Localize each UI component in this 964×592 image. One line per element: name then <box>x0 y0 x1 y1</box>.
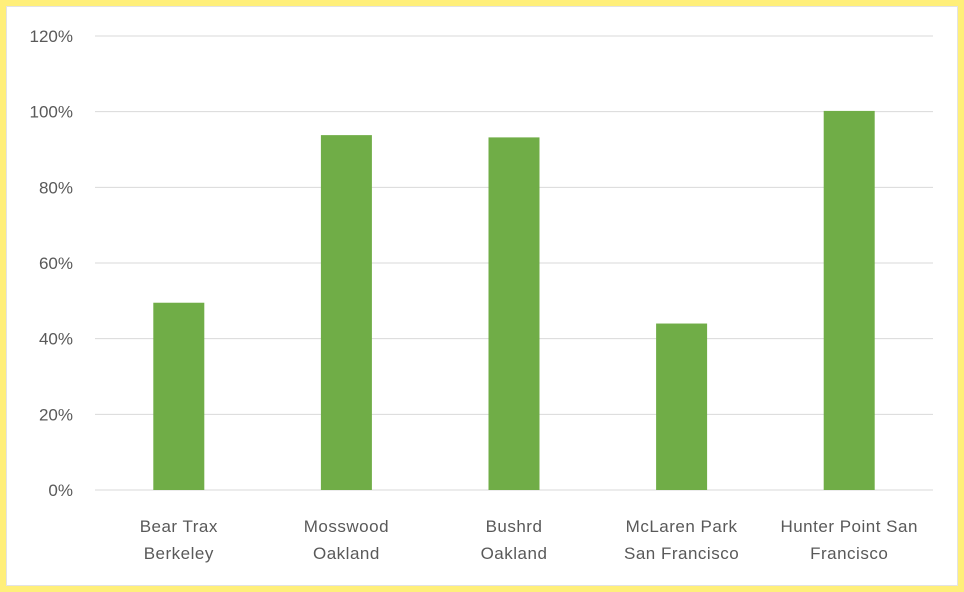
bar <box>823 110 875 490</box>
x-category-label: Bear Trax <box>140 517 218 536</box>
bar-chart: 0% 20% 40% 60% 80% 100% 120% Bear Trax Berkeley… <box>30 27 933 563</box>
y-tick-label: 100% <box>30 103 73 122</box>
y-tick-label: 20% <box>39 405 73 424</box>
bar <box>488 137 540 491</box>
x-category-label: Berkeley <box>144 544 214 563</box>
y-tick-label: 40% <box>39 330 73 349</box>
chart-frame: 0% 20% 40% 60% 80% 100% 120% Bear Trax Berkeley… <box>6 6 958 586</box>
y-axis-tick-labels: 0% 20% 40% 60% 80% 100% 120% <box>30 27 73 500</box>
bars <box>153 110 875 491</box>
bar <box>656 323 708 490</box>
x-category-label: Oakland <box>481 544 548 563</box>
x-category-label: Oakland <box>313 544 380 563</box>
y-tick-label: 60% <box>39 254 73 273</box>
x-axis-category-labels: Bear Trax Berkeley Mosswood Oakland Bushrd Oa… <box>140 517 918 563</box>
y-tick-label: 120% <box>30 27 73 46</box>
x-category-label: Francisco <box>810 544 888 563</box>
bar <box>320 135 372 490</box>
bar <box>153 302 205 490</box>
x-category-label: Bushrd <box>486 517 543 536</box>
x-category-label: McLaren Park <box>626 517 738 536</box>
x-category-label: Hunter Point San <box>780 517 917 536</box>
y-tick-label: 80% <box>39 178 73 197</box>
y-tick-label: 0% <box>48 481 73 500</box>
x-category-label: San Francisco <box>624 544 739 563</box>
x-category-label: Mosswood <box>304 517 389 536</box>
